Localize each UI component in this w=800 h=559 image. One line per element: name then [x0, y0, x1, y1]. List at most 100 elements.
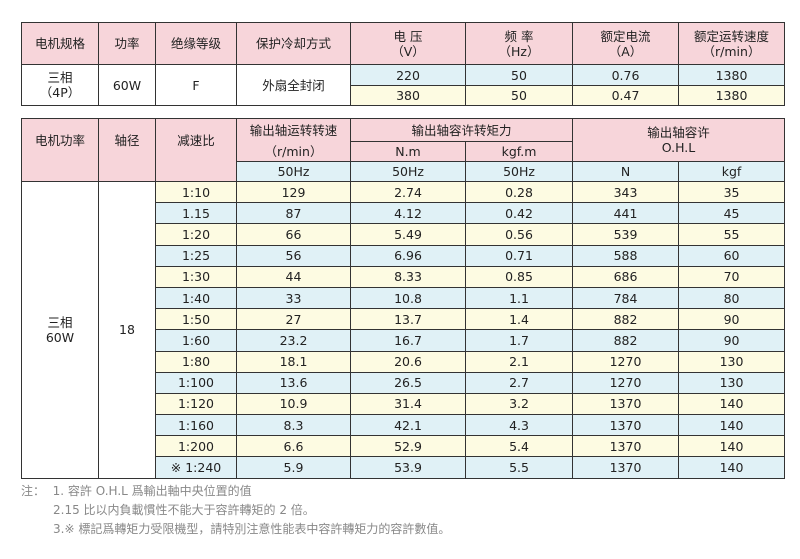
ohl-abbr: O.H.L: [661, 140, 696, 155]
header-cooling: 保护冷却方式: [236, 22, 351, 65]
note-1: 1. 容許 O.H.L 爲輸出軸中央位置的值: [52, 484, 252, 498]
voltage-unit: （V）: [391, 43, 425, 59]
table-row: 1:60 23.2 16.7 1.7 882 90: [22, 329, 786, 352]
header-current: 额定电流 （A）: [572, 22, 679, 65]
frequency-label: 频 率: [504, 28, 534, 44]
table-row: 1:25 56 6.96 0.71 588 60: [22, 244, 786, 267]
cell: 6.6: [236, 435, 351, 458]
cell: 44: [236, 265, 351, 288]
cell: 23.2: [236, 329, 351, 352]
speed-unit: （r/min）: [702, 43, 761, 59]
cell: 588: [572, 244, 680, 267]
cell: 60: [678, 244, 786, 267]
cell: 87: [236, 202, 351, 225]
ratio-cell: 1.15: [155, 202, 237, 225]
cell: 0.71: [464, 244, 574, 267]
motor-power-cell: 三相 60W: [21, 181, 99, 479]
ratio-cell: 1:160: [155, 414, 237, 437]
cell: 5.49: [350, 223, 466, 246]
header-ohl: 输出轴容许 O.H.L: [572, 118, 786, 162]
cell: 66: [236, 223, 351, 246]
cell: 140: [678, 435, 786, 458]
cell: 33: [236, 286, 351, 310]
cell: 70: [678, 265, 786, 288]
header-frequency: 频 率（Hz）: [465, 22, 573, 65]
cell: 130: [678, 350, 786, 373]
frequency-unit: （Hz）: [498, 43, 540, 59]
cell: 1.1: [464, 286, 574, 310]
ratio-cell: 1:40: [155, 286, 237, 310]
motor-type: 三相 （4P）: [21, 64, 99, 106]
header-speed-unit: （r/min）: [236, 141, 351, 162]
cell: 13.6: [236, 371, 351, 394]
cell: 20.6: [350, 350, 466, 373]
cell: 1.7: [464, 329, 574, 352]
table-row: 1:120 10.9 31.4 3.2 1370 140: [22, 392, 786, 416]
voltage-label: 电 压: [393, 28, 423, 44]
motor-phase: 三相: [47, 314, 73, 330]
notes: 注： 1. 容許 O.H.L 爲輸出軸中央位置的值 2.15 比以内負載慣性不能…: [21, 482, 450, 539]
table-row: 1:30 44 8.33 0.85 686 70: [22, 265, 786, 288]
header-speed: 额定运转速度 （r/min）: [678, 22, 785, 65]
cell: 18.1: [236, 350, 351, 373]
motor-spec-table: 电机规格 功率 绝缘等级 保护冷却方式 电 压（V） 频 率（Hz） 额定电流（…: [21, 22, 785, 106]
cell: 0.85: [464, 265, 574, 288]
cell: 140: [678, 414, 786, 437]
table-row: 1.15 87 4.12 0.42 441 45: [22, 202, 786, 225]
cell: 343: [572, 180, 680, 204]
cell: 140: [678, 456, 786, 479]
cell: 2.1: [464, 350, 574, 373]
cell: 130: [678, 371, 786, 394]
ratio-cell: ※ 1:240: [155, 456, 237, 479]
header-shaft: 轴径: [98, 118, 156, 162]
cell: 1370: [572, 392, 680, 416]
cell: 1270: [572, 371, 680, 394]
hz-label: 50Hz: [350, 161, 466, 182]
cell: 4.12: [350, 202, 466, 225]
cell: 53.9: [350, 456, 466, 479]
cell: 0.56: [464, 223, 574, 246]
cell: 3.2: [464, 392, 574, 416]
header-nm: N.m: [350, 141, 466, 162]
cell: 52.9: [350, 435, 466, 458]
motor-power: 60W: [45, 329, 75, 345]
cell: 10.9: [236, 392, 351, 416]
note-2: 2.15 比以内負載慣性不能大于容許轉矩的 2 倍。: [53, 503, 315, 517]
cell: 882: [572, 308, 680, 331]
cell: 26.5: [350, 371, 466, 394]
cell: 10.8: [350, 286, 466, 310]
cell: 220: [350, 64, 466, 86]
cell: 16.7: [350, 329, 466, 352]
ratio-cell: 1:100: [155, 371, 237, 394]
cell: 8.3: [236, 414, 351, 437]
cell: 380: [350, 85, 466, 106]
cell: 13.7: [350, 308, 466, 331]
header-spec: 电机规格: [21, 22, 99, 65]
notes-label: 注：: [21, 484, 46, 498]
cell: 1370: [572, 414, 680, 437]
cell: 80: [678, 286, 786, 310]
cell: 882: [572, 329, 680, 352]
cell: 686: [572, 265, 680, 288]
cell: 50: [465, 64, 573, 86]
table-row: 1:50 27 13.7 1.4 882 90: [22, 308, 786, 331]
cell: 0.28: [464, 180, 574, 204]
shaft-cell: 18: [98, 181, 156, 479]
motor-phase: 三相: [47, 70, 73, 85]
insulation-value: F: [155, 64, 237, 106]
cooling-value: 外扇全封闭: [236, 64, 351, 106]
cell: 4.3: [464, 414, 574, 437]
ratio-cell: 1:25: [155, 244, 237, 267]
ratio-cell: 1:10: [155, 180, 237, 204]
cell: 5.5: [464, 456, 574, 479]
cell: 6.96: [350, 244, 466, 267]
header-ratio: 减速比: [155, 118, 237, 162]
cell: 0.42: [464, 202, 574, 225]
cell: 55: [678, 223, 786, 246]
current-label: 额定电流: [600, 28, 651, 44]
table-row: 1:100 13.6 26.5 2.7 1270 130: [22, 371, 786, 394]
cell: 1370: [572, 456, 680, 479]
power-value: 60W: [98, 64, 156, 106]
header-power: 功率: [98, 22, 156, 65]
header-insulation: 绝缘等级: [155, 22, 237, 65]
